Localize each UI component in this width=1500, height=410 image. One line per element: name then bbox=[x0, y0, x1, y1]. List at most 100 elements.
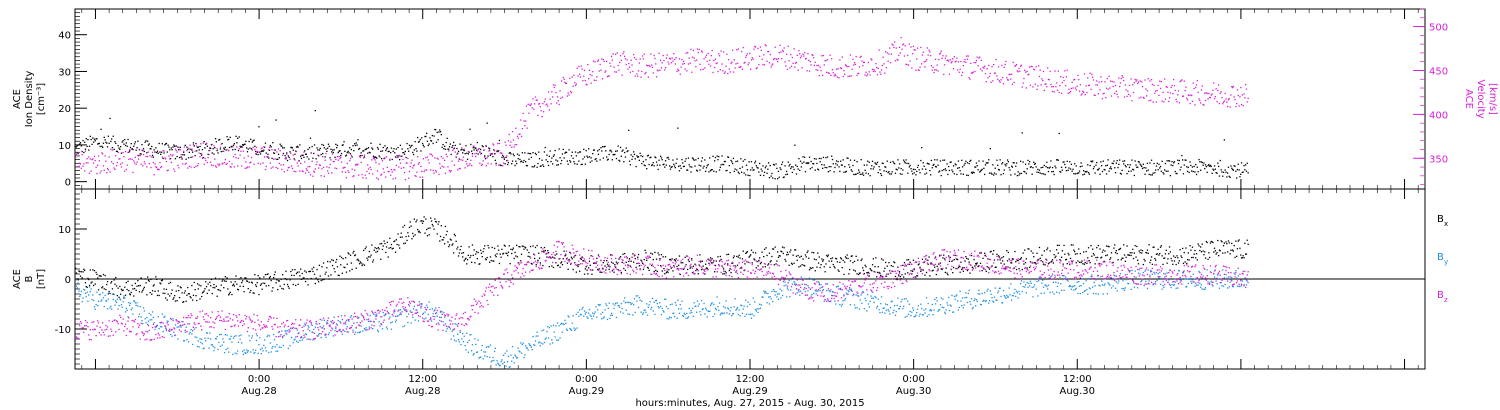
density-point bbox=[293, 158, 295, 160]
velocity-point bbox=[870, 58, 872, 60]
density-point bbox=[516, 162, 518, 165]
density-point bbox=[639, 152, 641, 154]
by-point bbox=[201, 338, 203, 340]
velocity-point bbox=[433, 172, 435, 174]
by-point bbox=[512, 357, 514, 359]
bx-point bbox=[1107, 245, 1109, 247]
density-point bbox=[1052, 170, 1054, 173]
density-point bbox=[650, 156, 652, 158]
by-point bbox=[133, 300, 136, 302]
bx-point bbox=[718, 260, 721, 262]
velocity-point bbox=[1029, 66, 1031, 68]
by-point bbox=[128, 302, 130, 304]
bx-point bbox=[146, 294, 148, 296]
velocity-point bbox=[528, 112, 530, 114]
density-point bbox=[1119, 172, 1122, 174]
density-point bbox=[352, 145, 354, 147]
velocity-point bbox=[575, 83, 577, 85]
bx-point bbox=[494, 254, 496, 256]
density-point bbox=[119, 148, 121, 150]
density-point bbox=[1042, 166, 1044, 168]
bx-point bbox=[890, 265, 892, 267]
density-point bbox=[553, 154, 555, 156]
bx-point bbox=[850, 255, 852, 257]
velocity-point bbox=[81, 153, 83, 156]
density-point bbox=[201, 154, 203, 156]
bx-point bbox=[276, 279, 278, 281]
density-point bbox=[287, 155, 289, 157]
velocity-point bbox=[914, 49, 916, 51]
density-point bbox=[707, 163, 709, 166]
bx-point bbox=[490, 259, 492, 262]
velocity-point bbox=[1185, 86, 1187, 88]
velocity-point bbox=[306, 169, 308, 171]
density-point bbox=[490, 153, 492, 155]
density-point bbox=[258, 126, 260, 128]
bx-point bbox=[547, 250, 549, 252]
velocity-point bbox=[518, 133, 520, 135]
density-point bbox=[687, 169, 689, 171]
density-point bbox=[390, 147, 393, 149]
bx-point bbox=[614, 264, 616, 266]
bx-point bbox=[746, 251, 748, 253]
bx-point bbox=[459, 249, 461, 251]
density-point bbox=[984, 164, 987, 166]
bx-point bbox=[886, 265, 888, 267]
velocity-point bbox=[515, 127, 517, 129]
bx-point bbox=[339, 255, 341, 257]
density-point bbox=[421, 142, 424, 145]
velocity-point bbox=[506, 155, 508, 157]
bx-point bbox=[1071, 261, 1073, 263]
by-point bbox=[437, 322, 439, 324]
density-point bbox=[274, 149, 276, 151]
bx-point bbox=[1092, 248, 1094, 250]
bx-point bbox=[725, 272, 727, 274]
by-point bbox=[517, 347, 519, 349]
bx-point bbox=[511, 252, 513, 255]
bx-point bbox=[572, 268, 574, 271]
density-point bbox=[1215, 172, 1217, 174]
density-point bbox=[767, 168, 769, 170]
density-point bbox=[543, 165, 545, 168]
bx-point bbox=[809, 267, 811, 269]
velocity-point bbox=[422, 158, 424, 160]
bx-point bbox=[1171, 260, 1173, 262]
velocity-point bbox=[1042, 70, 1045, 73]
bx-point bbox=[221, 280, 223, 282]
by-point bbox=[308, 326, 310, 328]
velocity-point bbox=[491, 153, 493, 155]
density-point bbox=[789, 163, 791, 166]
by-point bbox=[199, 338, 201, 340]
density-point bbox=[678, 165, 680, 167]
bx-point bbox=[346, 263, 348, 265]
velocity-point bbox=[167, 169, 169, 171]
by-point bbox=[313, 328, 315, 330]
velocity-point bbox=[97, 155, 100, 157]
bx-point bbox=[1241, 257, 1243, 259]
density-point bbox=[476, 141, 478, 144]
bx-point bbox=[1065, 259, 1067, 261]
by-point bbox=[75, 285, 78, 287]
density-point bbox=[462, 149, 465, 151]
velocity-point bbox=[609, 62, 611, 64]
density-point bbox=[211, 152, 213, 154]
bx-point bbox=[386, 241, 388, 243]
density-point bbox=[808, 156, 811, 158]
velocity-point bbox=[1046, 86, 1048, 88]
by-point bbox=[373, 321, 375, 323]
bx-point bbox=[851, 255, 853, 257]
velocity-point bbox=[408, 170, 411, 173]
density-point bbox=[1173, 162, 1175, 164]
velocity-point bbox=[1110, 80, 1112, 82]
density-point bbox=[422, 144, 424, 146]
velocity-point bbox=[885, 67, 888, 69]
bx-point bbox=[551, 265, 553, 267]
bx-point bbox=[1085, 250, 1087, 253]
velocity-point bbox=[816, 64, 818, 67]
by-point bbox=[359, 331, 361, 333]
bx-point bbox=[317, 279, 319, 281]
bx-point bbox=[776, 260, 778, 262]
bx-point bbox=[1207, 258, 1209, 260]
velocity-point bbox=[257, 162, 259, 164]
density-point bbox=[429, 137, 431, 139]
